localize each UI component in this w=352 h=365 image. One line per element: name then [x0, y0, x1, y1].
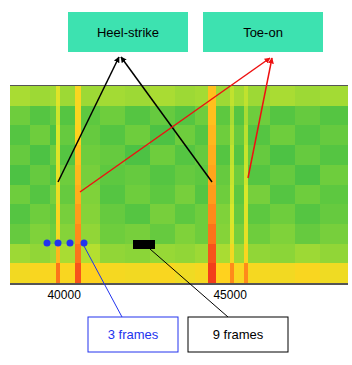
- svg-text:9 frames: 9 frames: [213, 327, 264, 342]
- svg-text:Toe-on: Toe-on: [243, 25, 283, 40]
- svg-text:45000: 45000: [213, 288, 247, 302]
- svg-text:40000: 40000: [47, 288, 81, 302]
- svg-text:3 frames: 3 frames: [108, 327, 159, 342]
- svg-text:Heel-strike: Heel-strike: [97, 25, 159, 40]
